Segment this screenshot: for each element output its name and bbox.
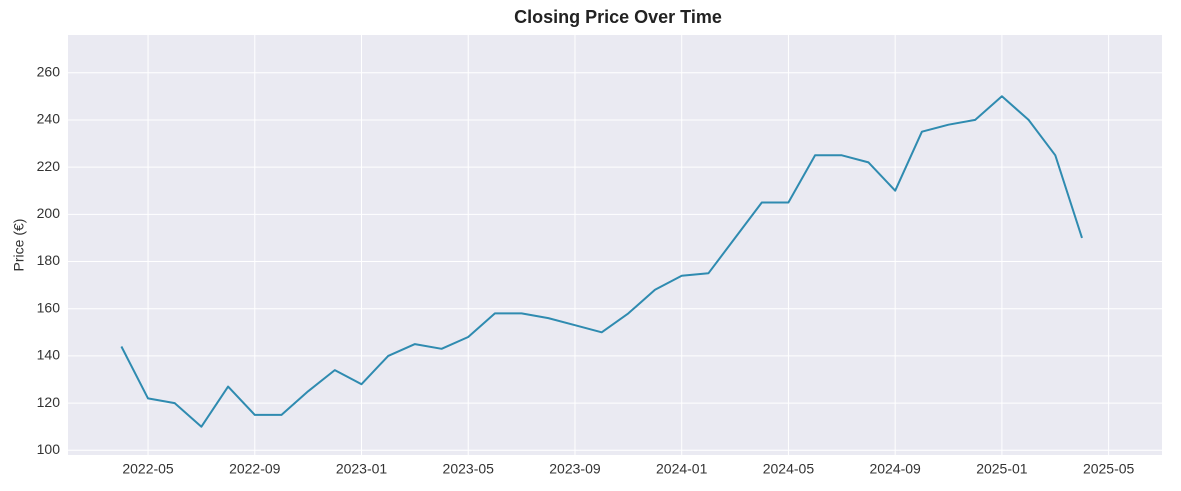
x-tick-label: 2025-05 (1083, 461, 1135, 477)
y-tick-label: 160 (37, 299, 61, 315)
y-tick-label: 260 (37, 63, 61, 79)
x-tick-label: 2024-01 (656, 461, 708, 477)
y-tick-label: 120 (37, 394, 61, 410)
x-tick-label: 2022-09 (229, 461, 281, 477)
price-line (120, 95, 1083, 428)
y-tick-label: 200 (37, 205, 61, 221)
x-tick-label: 2024-09 (869, 461, 921, 477)
x-tick-label: 2023-05 (443, 461, 495, 477)
y-tick-label: 100 (37, 441, 61, 457)
y-axis-label: Price (€) (11, 219, 27, 272)
y-tick-label: 220 (37, 158, 61, 174)
x-tick-label: 2024-05 (763, 461, 815, 477)
plot-area (68, 35, 1162, 455)
x-tick-label: 2022-05 (122, 461, 174, 477)
x-tick-label: 2025-01 (976, 461, 1028, 477)
y-tick-label: 180 (37, 252, 61, 268)
y-tick-label: 140 (37, 347, 61, 363)
x-tick-label: 2023-01 (336, 461, 388, 477)
chart-title: Closing Price Over Time (514, 7, 722, 27)
y-tick-label: 240 (37, 111, 61, 127)
x-tick-label: 2023-09 (549, 461, 601, 477)
